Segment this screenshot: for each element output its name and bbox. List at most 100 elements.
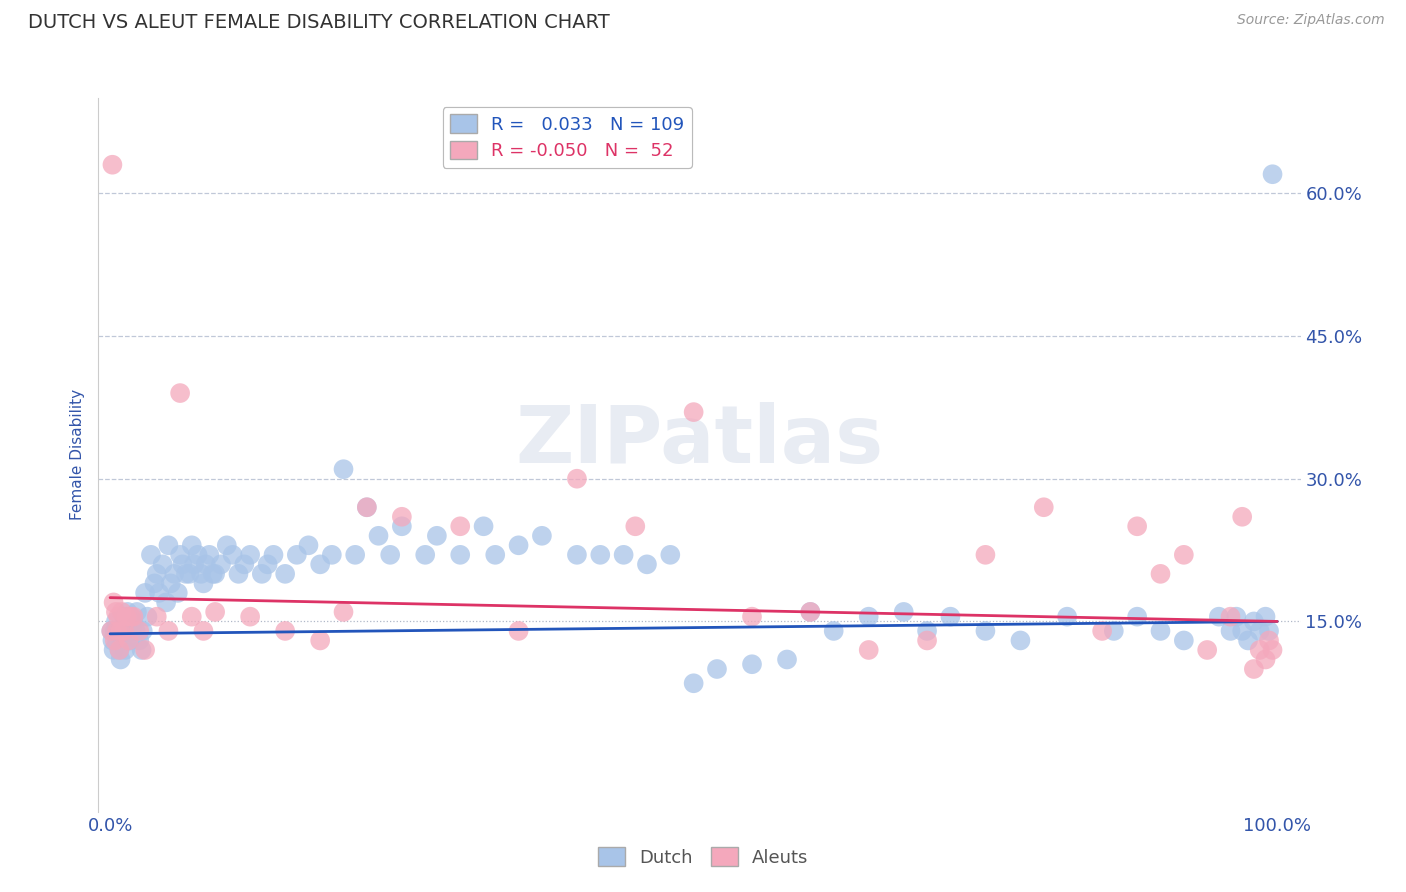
Point: [776, 652, 799, 666]
Point: [1197, 643, 1219, 657]
Point: [118, 633, 141, 648]
Point: [391, 509, 413, 524]
Point: [183, 558, 205, 572]
Point: [110, 652, 132, 666]
Point: [380, 548, 402, 562]
Point: [143, 576, 166, 591]
Point: [190, 566, 212, 581]
Point: [1219, 624, 1241, 638]
Point: [823, 624, 845, 638]
Point: [228, 566, 250, 581]
Point: [741, 609, 763, 624]
Point: [1230, 624, 1253, 638]
Text: DUTCH VS ALEUT FEMALE DISABILITY CORRELATION CHART: DUTCH VS ALEUT FEMALE DISABILITY CORRELA…: [28, 13, 610, 32]
Point: [274, 566, 297, 581]
Point: [108, 643, 131, 657]
Point: [915, 624, 938, 638]
Point: [221, 548, 243, 562]
Point: [111, 624, 134, 638]
Point: [682, 676, 704, 690]
Point: [152, 558, 174, 572]
Point: [101, 158, 124, 172]
Point: [132, 624, 155, 638]
Point: [706, 662, 728, 676]
Point: [1249, 643, 1271, 657]
Point: [263, 548, 285, 562]
Point: [274, 624, 297, 638]
Point: [104, 624, 127, 638]
Point: [209, 558, 232, 572]
Point: [741, 657, 763, 672]
Point: [104, 633, 127, 648]
Point: [636, 558, 658, 572]
Point: [1010, 633, 1032, 648]
Point: [332, 462, 354, 476]
Point: [131, 643, 153, 657]
Point: [565, 472, 588, 486]
Point: [565, 548, 588, 562]
Point: [250, 566, 273, 581]
Point: [1254, 609, 1277, 624]
Point: [1149, 624, 1171, 638]
Point: [1102, 624, 1125, 638]
Point: [103, 643, 125, 657]
Point: [297, 538, 319, 552]
Point: [367, 529, 389, 543]
Point: [1149, 566, 1171, 581]
Point: [233, 558, 256, 572]
Y-axis label: Female Disability: Female Disability: [70, 389, 86, 521]
Point: [893, 605, 915, 619]
Point: [166, 586, 188, 600]
Point: [1261, 167, 1284, 181]
Point: [659, 548, 682, 562]
Point: [1126, 519, 1149, 533]
Point: [100, 624, 122, 638]
Point: [111, 605, 134, 619]
Point: [120, 609, 142, 624]
Point: [179, 566, 201, 581]
Point: [114, 643, 136, 657]
Point: [858, 643, 880, 657]
Point: [321, 548, 343, 562]
Point: [157, 538, 180, 552]
Point: [256, 558, 278, 572]
Point: [107, 624, 129, 638]
Point: [215, 538, 238, 552]
Point: [108, 643, 131, 657]
Point: [198, 548, 221, 562]
Point: [1237, 633, 1260, 648]
Point: [125, 624, 148, 638]
Point: [356, 500, 378, 515]
Point: [193, 624, 215, 638]
Point: [204, 605, 226, 619]
Point: [169, 548, 191, 562]
Point: [624, 519, 647, 533]
Point: [118, 624, 141, 638]
Point: [391, 519, 413, 533]
Point: [1219, 609, 1241, 624]
Point: [134, 586, 156, 600]
Point: [163, 566, 186, 581]
Point: [134, 643, 156, 657]
Point: [146, 566, 169, 581]
Point: [125, 605, 148, 619]
Point: [1230, 509, 1253, 524]
Point: [484, 548, 506, 562]
Point: [426, 529, 449, 543]
Point: [309, 558, 332, 572]
Point: [122, 615, 145, 629]
Point: [915, 633, 938, 648]
Point: [799, 605, 821, 619]
Point: [613, 548, 636, 562]
Point: [104, 615, 127, 629]
Point: [115, 633, 138, 648]
Point: [974, 624, 997, 638]
Point: [449, 548, 471, 562]
Point: [449, 519, 471, 533]
Point: [107, 609, 129, 624]
Point: [139, 548, 162, 562]
Point: [589, 548, 612, 562]
Point: [101, 633, 124, 648]
Point: [1208, 609, 1230, 624]
Legend: Dutch, Aleuts: Dutch, Aleuts: [591, 840, 815, 874]
